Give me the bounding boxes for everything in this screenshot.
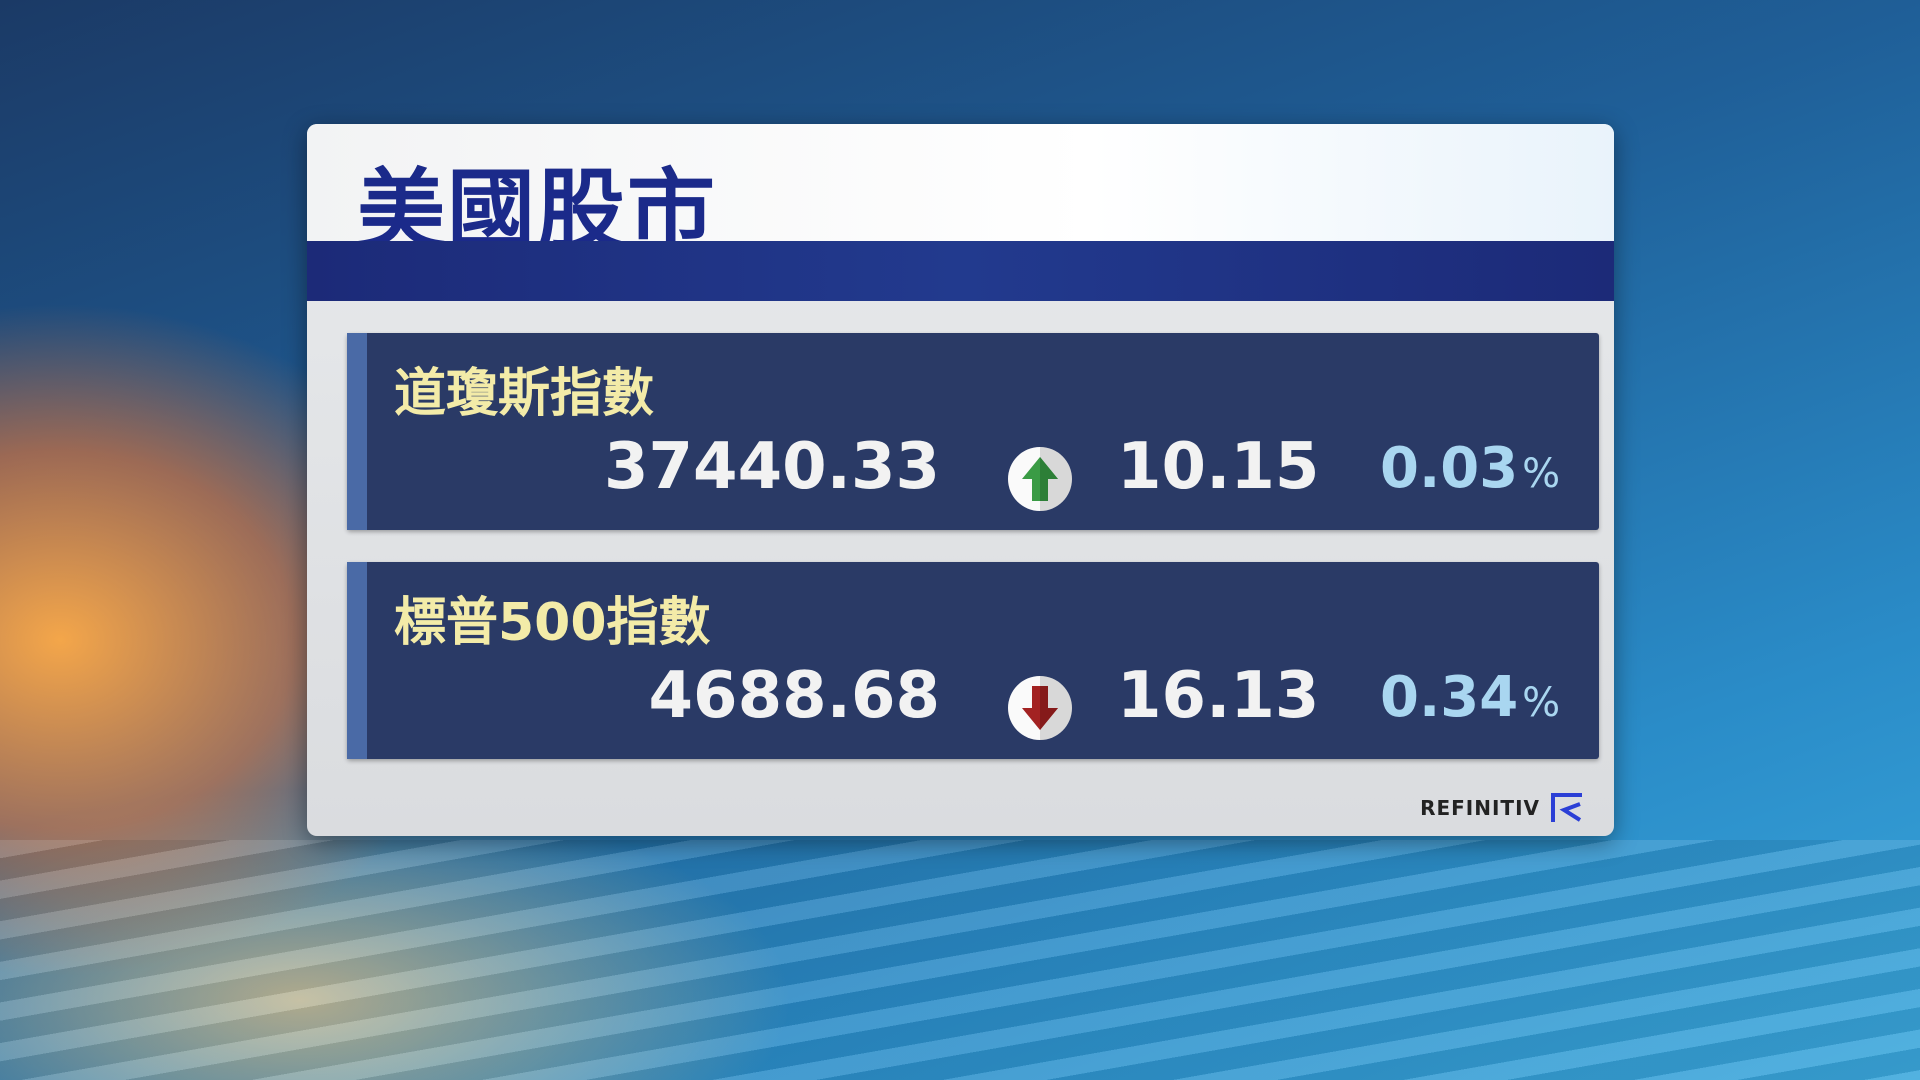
index-change: 16.13 [1117,659,1320,733]
index-row-dow: 道瓊斯指數 37440.33 10.15 0.03% [347,333,1599,530]
stock-panel: 美國股市 道瓊斯指數 37440.33 10.15 0.03% 標普500指數 … [307,124,1614,836]
row-accent [347,562,367,759]
refinitiv-mark-icon [1551,793,1582,822]
index-name: 道瓊斯指數 [394,364,655,424]
up-arrow-icon [1008,447,1072,511]
index-change: 10.15 [1117,430,1320,504]
background-floor [0,840,1920,1080]
percent-value: 0.34 [1380,665,1519,730]
percent-value: 0.03 [1380,436,1519,501]
index-percent: 0.03% [1380,441,1560,497]
percent-sign: % [1522,680,1561,726]
index-name: 標普500指數 [394,593,711,653]
refinitiv-logo: REFINITIV [1420,792,1584,824]
index-last: 37440.33 [603,430,940,504]
index-row-sp500: 標普500指數 4688.68 16.13 0.34% [347,562,1599,759]
logo-text: REFINITIV [1420,796,1540,820]
title-band [307,241,1614,301]
index-last: 4688.68 [648,659,941,733]
index-percent: 0.34% [1380,670,1560,726]
down-arrow-icon [1008,676,1072,740]
title-area: 美國股市 [307,124,1614,262]
row-accent [347,333,367,530]
percent-sign: % [1522,451,1561,497]
